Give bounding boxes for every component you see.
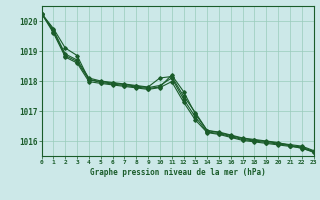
X-axis label: Graphe pression niveau de la mer (hPa): Graphe pression niveau de la mer (hPa) bbox=[90, 168, 266, 177]
